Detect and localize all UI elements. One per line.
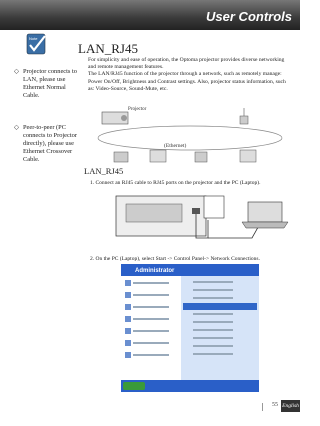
page-title: LAN_RJ45 — [78, 41, 138, 56]
header-title: User Controls — [206, 9, 292, 24]
screenshot-user: Administrator — [135, 268, 175, 274]
network-label: (Ethernet) — [164, 142, 186, 149]
page: User Controls Note Projector connects to… — [0, 0, 300, 426]
header-band — [0, 0, 300, 30]
start-menu-screenshot: Administrator — [121, 264, 259, 392]
note-icon: Note — [26, 33, 46, 55]
sidebar-note: Peer-to-peer (PC connects to Projector d… — [14, 124, 81, 164]
connection-image — [115, 195, 289, 239]
note-icon-label: Note — [29, 36, 38, 41]
intro-paragraph: The LAN/RJ45 function of the projector t… — [88, 71, 286, 92]
sidebar-note: Projector connects to LAN, please use Et… — [14, 68, 81, 100]
footer-language: English — [281, 400, 300, 412]
intro-paragraph: For simplicity and ease of operation, th… — [88, 57, 285, 71]
step: 1. Connect an RJ45 cable to RJ45 ports o… — [90, 180, 261, 186]
footer-divider — [262, 403, 263, 411]
section-title: LAN_RJ45 — [84, 166, 124, 176]
network-diagram: Projector (Ethernet) — [97, 107, 283, 163]
page-number: 55 — [272, 402, 278, 408]
step: 2. On the PC (Laptop), select Start -> C… — [90, 256, 260, 262]
intro-text: For simplicity and ease of operation, th… — [88, 57, 288, 93]
projector-label: Projector — [128, 107, 147, 112]
